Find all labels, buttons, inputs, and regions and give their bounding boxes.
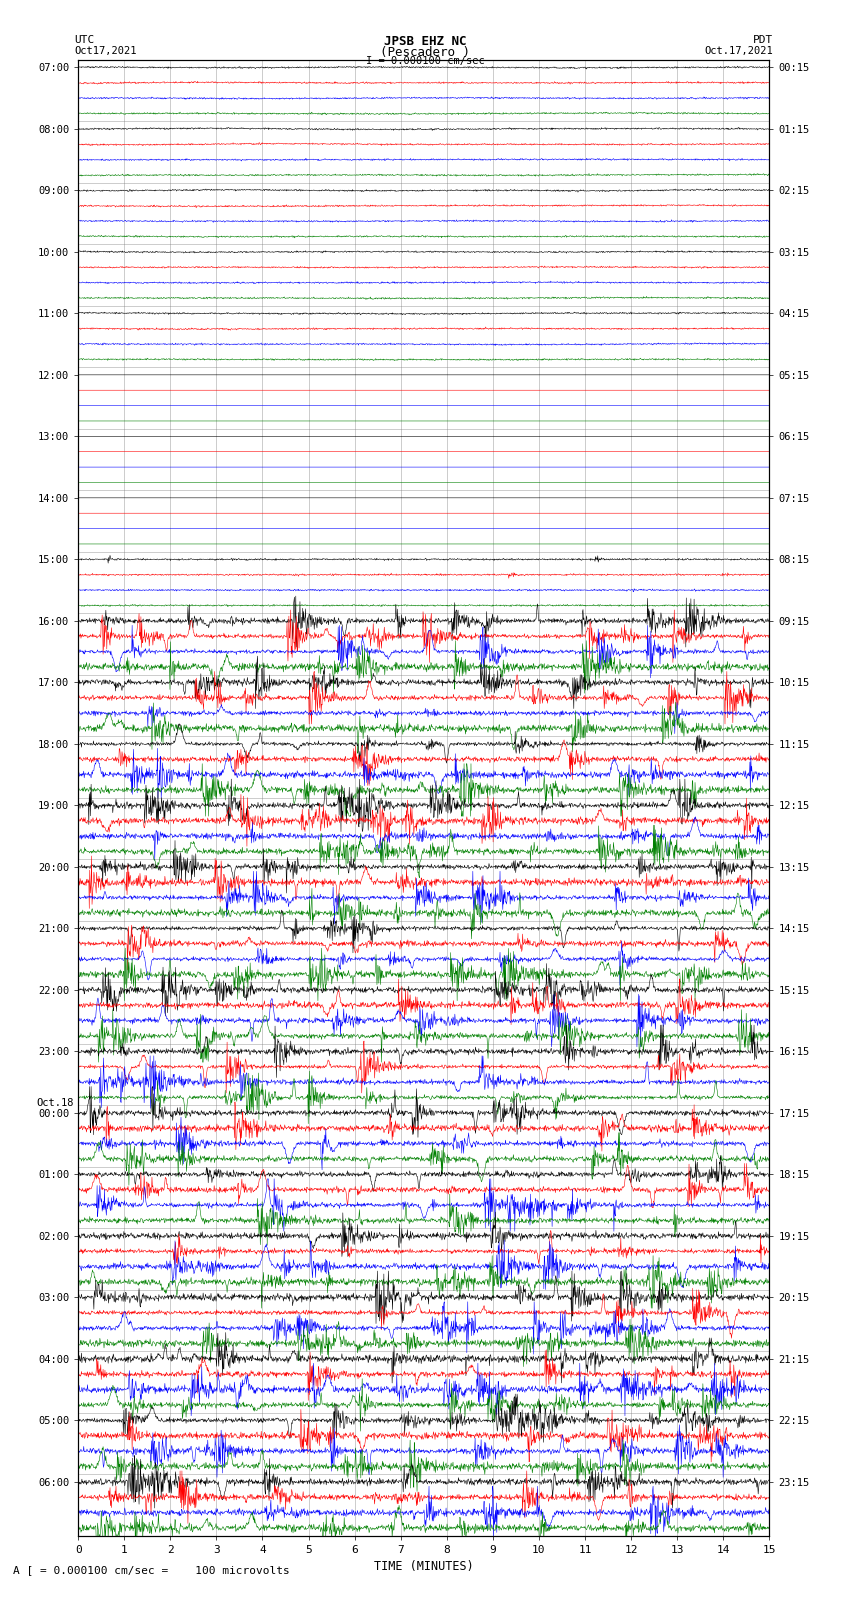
- Text: Oct17,2021: Oct17,2021: [74, 45, 137, 56]
- Text: A [ = 0.000100 cm/sec =    100 microvolts: A [ = 0.000100 cm/sec = 100 microvolts: [13, 1565, 290, 1574]
- Text: UTC: UTC: [74, 35, 94, 45]
- Text: Oct.18: Oct.18: [37, 1098, 74, 1108]
- Text: (Pescadero ): (Pescadero ): [380, 45, 470, 60]
- X-axis label: TIME (MINUTES): TIME (MINUTES): [374, 1560, 473, 1573]
- Text: Oct.17,2021: Oct.17,2021: [705, 45, 774, 56]
- Text: PDT: PDT: [753, 35, 774, 45]
- Text: JPSB EHZ NC: JPSB EHZ NC: [383, 35, 467, 48]
- Text: I = 0.000100 cm/sec: I = 0.000100 cm/sec: [366, 56, 484, 66]
